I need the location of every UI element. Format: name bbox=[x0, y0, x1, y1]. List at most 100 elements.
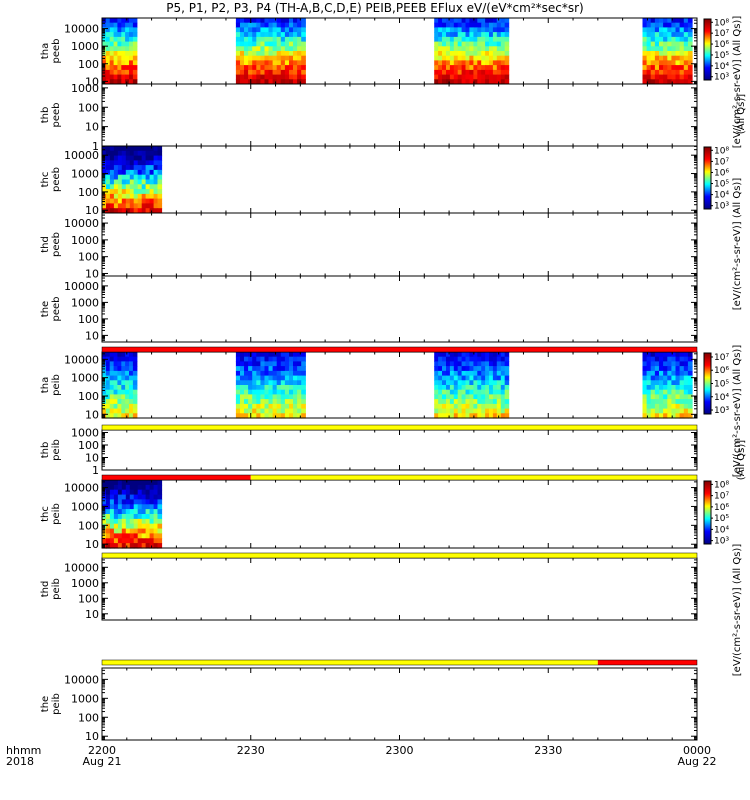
spectrogram-segment bbox=[235, 352, 306, 419]
y-tick-label: 100 bbox=[78, 58, 99, 71]
y-tick-label: 10 bbox=[85, 267, 99, 280]
page-title: P5, P1, P2, P3, P4 (TH-A,B,C,D,E) PEIB,P… bbox=[166, 1, 584, 15]
y-tick-label: 100 bbox=[78, 711, 99, 724]
panel-ylabel: thbpeeb bbox=[40, 103, 62, 128]
status-bar bbox=[101, 552, 698, 559]
spectrogram-segment bbox=[235, 18, 306, 85]
probe-label: the bbox=[40, 696, 51, 712]
product-label: peib bbox=[51, 693, 62, 715]
status-bar-part bbox=[102, 475, 251, 480]
x-tick-label: 0000 bbox=[683, 744, 711, 757]
panel-ylabel: thcpeeb bbox=[40, 167, 62, 192]
probe-label: tha bbox=[40, 377, 51, 393]
colorbar-tick-label: 10³ bbox=[714, 406, 729, 416]
probe-label: thc bbox=[40, 506, 51, 522]
colorbar-tick-label: 10⁷ bbox=[714, 157, 729, 167]
y-tick-label: 100 bbox=[78, 186, 99, 199]
colorbar-gradient bbox=[703, 146, 712, 210]
probe-label: thb bbox=[40, 442, 51, 459]
colorbar-tick-label: 10⁴ bbox=[714, 525, 729, 535]
y-tick-label: 100 bbox=[78, 101, 99, 114]
product-label: peib bbox=[51, 374, 62, 396]
colorbar-tick-label: 10⁶ bbox=[714, 503, 729, 513]
x-tick-date: Aug 21 bbox=[83, 755, 122, 768]
y-tick-label: 10 bbox=[85, 204, 99, 217]
colorbar: 10⁷ 10⁶ 10⁵ 10⁴ 10³ [eV/(cm²-s-sr-eV)] (All Q… bbox=[703, 345, 747, 480]
y-tick-label: 10 bbox=[85, 121, 99, 134]
colorbar-tick-label: 10⁸ bbox=[714, 480, 729, 490]
colorbar-tick-label: 10⁴ bbox=[714, 62, 729, 72]
colorbar-label: [eV/(cm²-s-sr-eV)] (All Qs)] bbox=[732, 345, 743, 478]
panel-ylabel: thapeeb bbox=[40, 39, 62, 64]
probe-label: tha bbox=[40, 43, 51, 59]
y-tick-label: 1000 bbox=[71, 234, 99, 247]
x-tick-label: 2300 bbox=[386, 744, 414, 757]
colorbar-tick-label: 10⁵ bbox=[714, 180, 729, 190]
colorbar-tick-label: 10⁵ bbox=[714, 514, 729, 524]
colorbar-gradient bbox=[703, 352, 712, 415]
y-tick-label: 10000 bbox=[64, 280, 99, 293]
colorbar-tick-label: 10⁶ bbox=[714, 366, 729, 376]
colorbar-gradient bbox=[703, 480, 712, 545]
colorbar-label: [eV/(cm²-s-sr-eV)] (All Qs)] bbox=[732, 544, 743, 677]
y-tick-label: 1000 bbox=[71, 427, 99, 440]
product-label: peib bbox=[51, 578, 62, 600]
spectrogram-segment bbox=[102, 352, 138, 419]
x-tick-date: Aug 22 bbox=[678, 755, 717, 768]
probe-label: thd bbox=[40, 581, 51, 598]
x-axis-format-label: hhmm bbox=[6, 744, 41, 757]
y-tick-label: 100 bbox=[78, 251, 99, 264]
status-bar-part bbox=[250, 475, 697, 480]
colorbar-tick-label: 10⁷ bbox=[714, 29, 729, 39]
status-bar bbox=[101, 474, 698, 481]
colorbar-tick-label: 10³ bbox=[714, 73, 729, 83]
y-tick-label: 1 bbox=[92, 140, 99, 153]
y-tick-label: 10000 bbox=[64, 353, 99, 366]
product-label: peeb bbox=[51, 232, 62, 257]
x-tick-label: 2230 bbox=[237, 744, 265, 757]
panel-ylabel: thepeib bbox=[40, 693, 62, 715]
y-tick-label: 100 bbox=[78, 313, 99, 326]
panel-thb-peeb: 1 10 100 1000 thbpeeb bbox=[40, 82, 698, 153]
probe-label: thb bbox=[40, 107, 51, 124]
x-tick-label: 2200 bbox=[88, 744, 116, 757]
panel-ylabel: thdpeeb bbox=[40, 232, 62, 257]
panel-ylabel: thepeeb bbox=[40, 297, 62, 322]
colorbar-tick-label: 10⁷ bbox=[714, 492, 729, 502]
colorbar-label: [eV/(cm²-s-sr-eV)] (All Qs)] bbox=[732, 178, 743, 311]
colorbar-tick-label: 10⁴ bbox=[714, 393, 729, 403]
status-bar bbox=[101, 659, 698, 666]
panel-ylabel: thapeib bbox=[40, 374, 62, 396]
colorbar-gradient bbox=[703, 18, 712, 81]
y-tick-label: 1000 bbox=[71, 296, 99, 309]
panel-ylabel: thbpeib bbox=[40, 439, 62, 461]
spectrogram-segment bbox=[102, 480, 163, 549]
colorbar-tick-label: 10⁴ bbox=[714, 191, 729, 201]
y-tick-label: 100 bbox=[78, 519, 99, 532]
y-tick-label: 10 bbox=[85, 730, 99, 743]
y-tick-label: 10000 bbox=[64, 217, 99, 230]
spectrogram-segment bbox=[102, 18, 138, 85]
y-tick-label: 10 bbox=[85, 408, 99, 421]
y-tick-label: 10 bbox=[85, 538, 99, 551]
status-bar-part bbox=[102, 660, 598, 665]
colorbar-tick-label: 10⁵ bbox=[714, 380, 729, 390]
x-tick-label: 2330 bbox=[534, 744, 562, 757]
probe-label: thc bbox=[40, 172, 51, 188]
spectrogram-segment bbox=[434, 18, 510, 85]
spectrogram-segment bbox=[434, 352, 510, 419]
panel-ylabel: thdpeib bbox=[40, 578, 62, 600]
colorbar-overlap-label: (All Qs)] bbox=[736, 440, 747, 480]
product-label: peib bbox=[51, 503, 62, 525]
colorbar-tick-label: 10⁷ bbox=[714, 353, 729, 363]
status-bar-part bbox=[102, 553, 697, 558]
panel-ylabel: thcpeib bbox=[40, 503, 62, 525]
